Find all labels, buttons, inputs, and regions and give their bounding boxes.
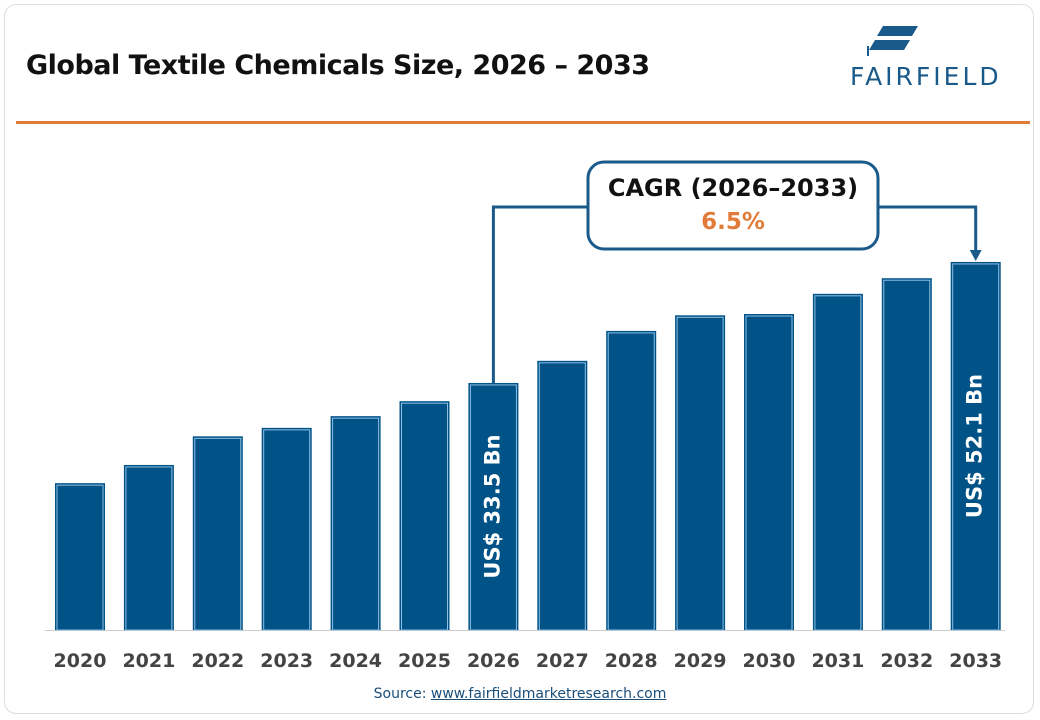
- x-tick-label: 2024: [329, 650, 382, 672]
- bar-outline-2021: [125, 466, 173, 631]
- x-tick-label: 2031: [811, 650, 864, 672]
- x-tick-label: 2032: [880, 650, 933, 672]
- bar-2023: [261, 427, 312, 630]
- bar-2030: [744, 313, 794, 630]
- data-label-2033: US$ 52.1 Bn: [963, 374, 987, 518]
- x-tick-label: 2022: [191, 650, 244, 672]
- bar-outline-2031: [814, 295, 862, 631]
- bar-2026: [468, 382, 519, 630]
- bar-outline-2033: [952, 263, 1000, 631]
- bar-outline-2026: [469, 384, 517, 631]
- bar-2024: [330, 416, 381, 630]
- bar-outline-2020: [56, 484, 104, 631]
- x-tick-label: 2030: [743, 650, 796, 672]
- bar-2028: [606, 330, 657, 630]
- header-divider: [16, 121, 1030, 124]
- x-tick-label: 2023: [260, 650, 313, 672]
- bar-2031: [812, 293, 863, 630]
- x-tick-label: 2033: [949, 650, 1002, 672]
- cagr-value: 6.5%: [701, 209, 765, 235]
- source-link[interactable]: www.fairfieldmarketresearch.com: [430, 686, 667, 702]
- x-tick-label: 2027: [536, 650, 589, 672]
- bar-outline-2028: [607, 332, 655, 631]
- bar-outline-2027: [538, 362, 586, 631]
- bar-outline-2025: [401, 402, 448, 631]
- bar-2022: [192, 436, 243, 630]
- bar-2020: [55, 483, 105, 630]
- x-tick-label: 2026: [467, 650, 520, 672]
- bar-outline-2023: [263, 429, 311, 631]
- bar-2021: [123, 464, 174, 630]
- x-tick-label: 2021: [122, 650, 175, 672]
- cagr-connector-left: [491, 205, 588, 383]
- cagr-box: [586, 160, 880, 251]
- source-label: Source:: [373, 686, 427, 702]
- bar-2027: [537, 360, 588, 630]
- logo-text: FAIRFIELD: [850, 62, 1002, 91]
- cagr-arrow-icon: [969, 249, 982, 261]
- bar-outline-2032: [883, 279, 931, 631]
- bar-outline-2029: [676, 316, 724, 631]
- bar-2033: [950, 261, 1001, 630]
- data-label-2026: US$ 33.5 Bn: [480, 434, 504, 578]
- bar-outline-2024: [332, 417, 380, 631]
- bar-outline-2030: [745, 315, 793, 631]
- x-tick-label: 2029: [674, 650, 727, 672]
- fairfield-logo-icon: [867, 26, 918, 56]
- bar-2025: [399, 401, 450, 630]
- cagr-label: CAGR (2026–2033): [608, 174, 858, 202]
- chart-frame: [4, 4, 1034, 714]
- x-tick-label: 2020: [54, 650, 107, 672]
- x-tick-label: 2025: [398, 650, 451, 672]
- x-tick-label: 2028: [605, 650, 658, 672]
- source-line: Source: www.fairfieldmarketresearch.com: [0, 686, 1040, 702]
- bar-outline-2022: [194, 437, 242, 631]
- bar-2032: [881, 278, 932, 630]
- chart-title: Global Textile Chemicals Size, 2026 – 20…: [26, 50, 650, 81]
- bar-2029: [675, 315, 726, 630]
- cagr-connector-right: [878, 205, 978, 252]
